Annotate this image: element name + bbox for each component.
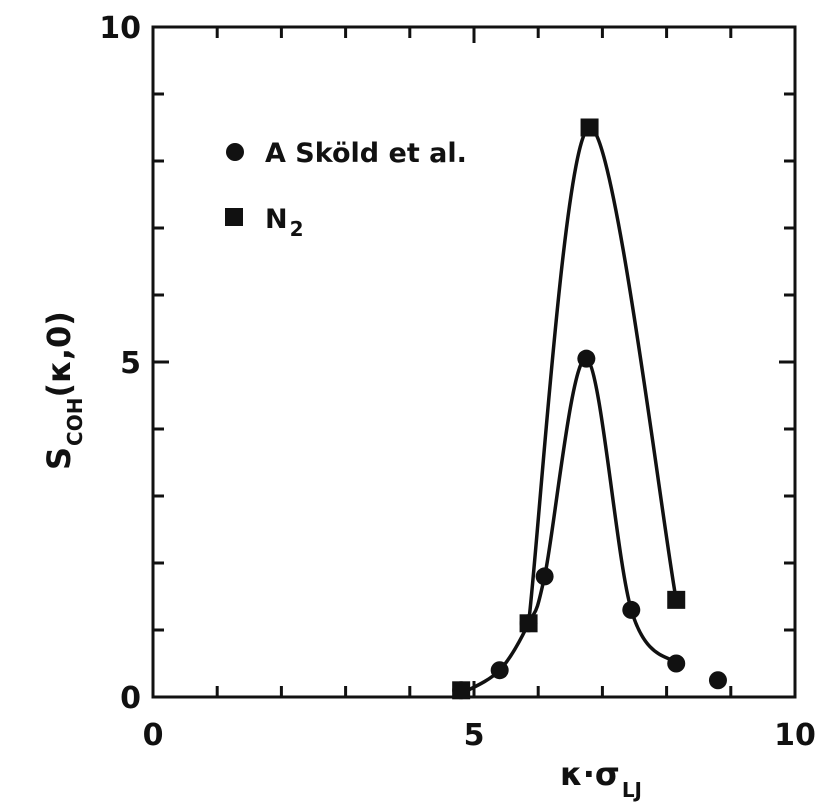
series-curves: [460, 125, 678, 696]
legend-label-sold: A Sköld et al.: [265, 138, 467, 169]
x-tick-label: 10: [774, 718, 816, 753]
point-square: [580, 118, 599, 137]
point-circle: [667, 654, 686, 673]
y-tick-label: 5: [120, 346, 141, 381]
x-tick-label: 5: [464, 718, 485, 753]
series-line-0: [460, 356, 678, 696]
point-square: [667, 590, 686, 609]
point-square: [452, 681, 471, 700]
point-circle: [622, 600, 641, 619]
legend-marker-square: [225, 208, 243, 226]
plot-frame: [151, 25, 797, 699]
point-circle: [577, 349, 596, 368]
tick-labels: 0 5 10 0 5 10: [99, 11, 816, 753]
point-square: [519, 614, 538, 633]
y-axis-label: SCOH(κ,0): [40, 311, 87, 470]
ticks: [151, 25, 797, 699]
plot-border: [151, 25, 797, 699]
x-tick-label: 0: [143, 718, 164, 753]
y-tick-label: 0: [120, 681, 141, 716]
point-circle: [708, 671, 727, 690]
point-circle: [535, 567, 554, 586]
x-axis-label: κ·σ LJ: [560, 755, 642, 802]
legend-marker-circle: [226, 143, 244, 161]
point-circle: [490, 661, 509, 680]
y-tick-label: 10: [99, 11, 141, 46]
series-markers: [452, 118, 727, 700]
